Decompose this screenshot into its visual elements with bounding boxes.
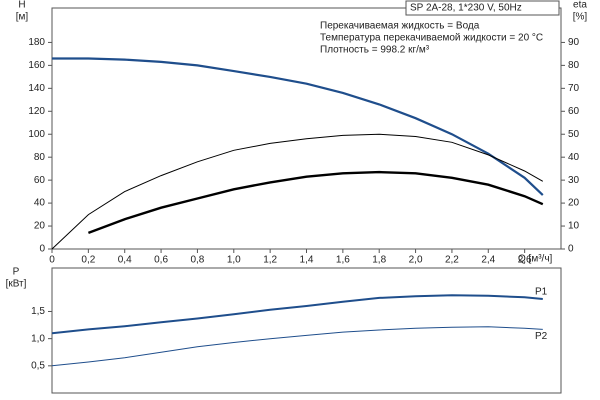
y-axis-unit: [м]	[16, 12, 29, 23]
y2-tick-label: 60	[568, 106, 580, 117]
y2-tick-label: 30	[568, 175, 580, 186]
y-tick-label: 20	[34, 221, 46, 232]
legend-label: P1	[535, 287, 548, 298]
y2-tick-label: 10	[568, 221, 580, 232]
curve	[51, 294, 543, 335]
curve	[87, 170, 544, 235]
y2-tick-label: 70	[568, 83, 580, 94]
x-axis-label: Q [м³/ч]	[518, 254, 553, 265]
y-tick-label: 60	[34, 175, 46, 186]
x-tick-label: 1,0	[227, 255, 241, 266]
y-tick-label: 0	[39, 244, 45, 255]
model-box	[405, 0, 560, 16]
y-axis-label: P	[13, 267, 20, 278]
x-tick-label: 0,2	[81, 255, 95, 266]
annotation: Плотность = 998.2 кг/м³	[320, 45, 430, 56]
x-tick-label: 0,8	[190, 255, 204, 266]
y2-tick-label: 20	[568, 198, 580, 209]
curve	[51, 326, 543, 367]
y2-tick-label: 80	[568, 60, 580, 71]
y2-tick-label: 50	[568, 129, 580, 140]
y-tick-label: 120	[28, 106, 45, 117]
y-tick-label: 140	[28, 83, 45, 94]
x-tick-label: 0,6	[154, 255, 168, 266]
x-tick-label: 1,8	[372, 255, 386, 266]
y-tick-label: 80	[34, 152, 46, 163]
y2-tick-label: 90	[568, 37, 580, 48]
y2-tick-label: 40	[568, 152, 580, 163]
y2-axis-unit: [%]	[573, 12, 588, 23]
y2-tick-label: 0	[568, 244, 574, 255]
y-tick-label: 1,5	[31, 306, 45, 317]
y2-axis-label: eta	[573, 0, 587, 11]
curve	[51, 133, 544, 250]
legend-label: P2	[535, 331, 548, 342]
x-tick-label: 1,4	[300, 255, 314, 266]
y-tick-label: 160	[28, 60, 45, 71]
model-label: SP 2A-28, 1*230 V, 50Hz	[410, 3, 522, 14]
y-axis-label: H	[18, 0, 25, 11]
x-tick-label: 0	[49, 255, 55, 266]
y-axis-unit: [кВт]	[6, 279, 27, 290]
x-tick-label: 0,4	[118, 255, 132, 266]
y-tick-label: 0,5	[31, 360, 45, 371]
top-plot-frame	[51, 7, 562, 250]
x-tick-label: 1,2	[263, 255, 277, 266]
y-tick-label: 1,0	[31, 333, 45, 344]
x-tick-label: 2,6	[518, 255, 532, 266]
annotation: Перекачиваемая жидкость = Вода	[320, 21, 480, 32]
x-tick-label: 1,6	[336, 255, 350, 266]
x-tick-label: 2,2	[445, 255, 459, 266]
x-tick-label: 2,4	[481, 255, 495, 266]
bottom-plot-frame	[51, 267, 562, 394]
annotation: Температура перекачиваемой жидкости = 20…	[320, 33, 543, 44]
curve	[52, 57, 544, 196]
x-tick-label: 2,0	[409, 255, 423, 266]
y-tick-label: 40	[34, 198, 46, 209]
y-tick-label: 180	[28, 37, 45, 48]
y-tick-label: 100	[28, 129, 45, 140]
